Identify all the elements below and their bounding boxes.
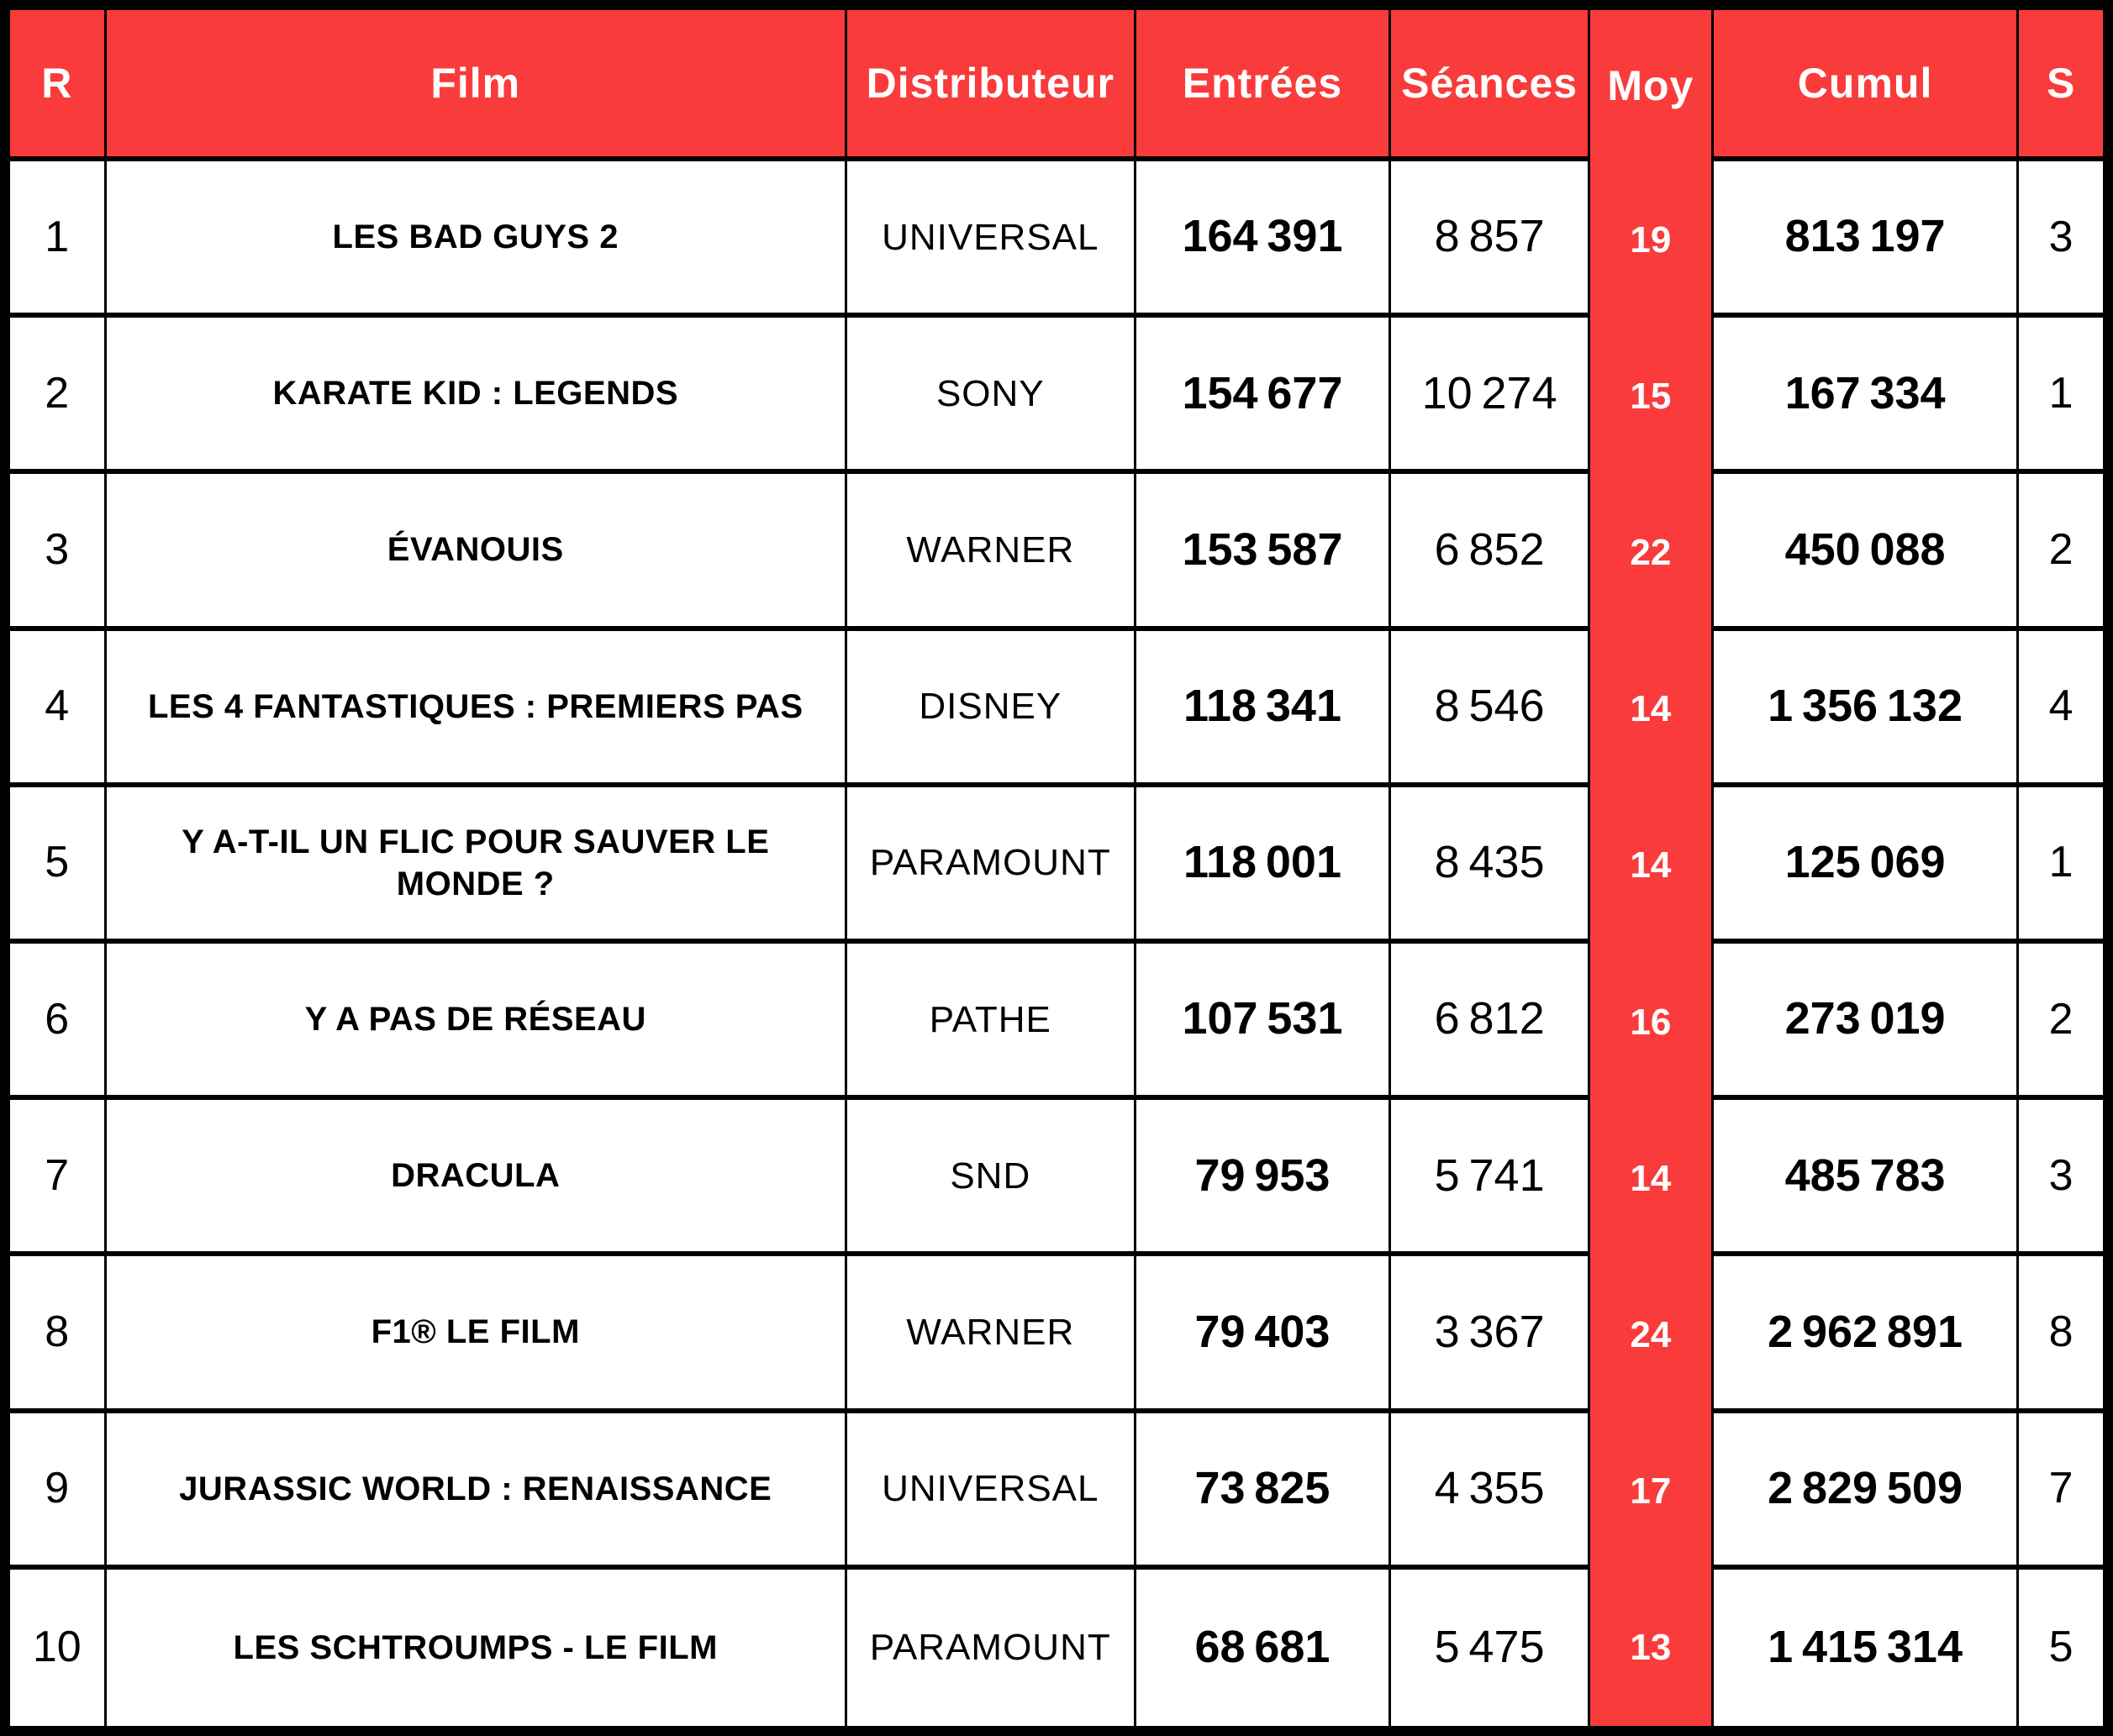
rank-cell: 1 (10, 161, 107, 318)
film-title: Y A-T-IL UN FLIC POUR SAUVER LE MONDE ? (106, 786, 847, 944)
average-value: 19 (1589, 161, 1714, 318)
column-header-distributor: Distributeur (846, 10, 1136, 161)
column-header-cumulative: Cumul (1713, 10, 2020, 161)
table-grid: R Film Distributeur Entrées Séances Moy … (10, 10, 2103, 1726)
screenings-value: 4 355 (1391, 1412, 1590, 1570)
admissions-value: 68 681 (1136, 1569, 1392, 1726)
screenings-value: 8 546 (1391, 630, 1590, 787)
average-value: 14 (1589, 786, 1714, 944)
cumulative-value: 813 197 (1713, 161, 2020, 318)
rank-cell: 4 (10, 630, 107, 787)
cumulative-value: 273 019 (1713, 943, 2020, 1101)
admissions-value: 73 825 (1136, 1412, 1392, 1570)
average-value: 14 (1589, 630, 1714, 787)
film-title: LES 4 FANTASTIQUES : PREMIERS PAS (106, 630, 847, 787)
column-header-weeks: S (2019, 10, 2103, 161)
distributor-cell: DISNEY (846, 630, 1136, 787)
average-value: 17 (1589, 1412, 1714, 1570)
screenings-value: 8 435 (1391, 786, 1590, 944)
column-header-screenings: Séances (1391, 10, 1590, 161)
weeks-value: 2 (2019, 943, 2103, 1101)
admissions-value: 118 341 (1136, 630, 1392, 787)
screenings-value: 8 857 (1391, 161, 1590, 318)
distributor-cell: PARAMOUNT (846, 786, 1136, 944)
weeks-value: 5 (2019, 1569, 2103, 1726)
admissions-value: 118 001 (1136, 786, 1392, 944)
weeks-value: 1 (2019, 786, 2103, 944)
film-title: Y A PAS DE RÉSEAU (106, 943, 847, 1101)
distributor-cell: SND (846, 1100, 1136, 1257)
average-value: 16 (1589, 943, 1714, 1101)
weeks-value: 2 (2019, 474, 2103, 631)
screenings-value: 5 741 (1391, 1100, 1590, 1257)
screenings-value: 3 367 (1391, 1256, 1590, 1413)
distributor-cell: PARAMOUNT (846, 1569, 1136, 1726)
rank-cell: 3 (10, 474, 107, 631)
column-header-admissions: Entrées (1136, 10, 1392, 161)
column-header-film: Film (106, 10, 847, 161)
rank-cell: 5 (10, 786, 107, 944)
average-value: 15 (1589, 318, 1714, 475)
admissions-value: 107 531 (1136, 943, 1392, 1101)
cumulative-value: 2 829 509 (1713, 1412, 2020, 1570)
cumulative-value: 450 088 (1713, 474, 2020, 631)
rank-cell: 6 (10, 943, 107, 1101)
distributor-cell: UNIVERSAL (846, 161, 1136, 318)
weeks-value: 4 (2019, 630, 2103, 787)
screenings-value: 6 812 (1391, 943, 1590, 1101)
admissions-value: 153 587 (1136, 474, 1392, 631)
film-title: KARATE KID : LEGENDS (106, 318, 847, 475)
rank-cell: 9 (10, 1412, 107, 1570)
cumulative-value: 125 069 (1713, 786, 2020, 944)
film-title: DRACULA (106, 1100, 847, 1257)
weeks-value: 7 (2019, 1412, 2103, 1570)
film-title: LES SCHTROUMPS - LE FILM (106, 1569, 847, 1726)
screenings-value: 10 274 (1391, 318, 1590, 475)
film-title: JURASSIC WORLD : RENAISSANCE (106, 1412, 847, 1570)
average-value: 22 (1589, 474, 1714, 631)
admissions-value: 164 391 (1136, 161, 1392, 318)
cumulative-value: 1 415 314 (1713, 1569, 2020, 1726)
cumulative-value: 167 334 (1713, 318, 2020, 475)
average-value: 14 (1589, 1100, 1714, 1257)
distributor-cell: PATHE (846, 943, 1136, 1101)
screenings-value: 6 852 (1391, 474, 1590, 631)
distributor-cell: SONY (846, 318, 1136, 475)
rank-cell: 7 (10, 1100, 107, 1257)
admissions-value: 79 403 (1136, 1256, 1392, 1413)
film-title: F1® LE FILM (106, 1256, 847, 1413)
weeks-value: 1 (2019, 318, 2103, 475)
cumulative-value: 2 962 891 (1713, 1256, 2020, 1413)
weeks-value: 3 (2019, 1100, 2103, 1257)
rank-cell: 8 (10, 1256, 107, 1413)
average-value: 13 (1589, 1569, 1714, 1726)
screenings-value: 5 475 (1391, 1569, 1590, 1726)
film-title: LES BAD GUYS 2 (106, 161, 847, 318)
weeks-value: 8 (2019, 1256, 2103, 1413)
column-header-average: Moy (1589, 10, 1714, 161)
distributor-cell: WARNER (846, 1256, 1136, 1413)
admissions-value: 79 953 (1136, 1100, 1392, 1257)
film-title: ÉVANOUIS (106, 474, 847, 631)
column-header-rank: R (10, 10, 107, 161)
cumulative-value: 485 783 (1713, 1100, 2020, 1257)
distributor-cell: UNIVERSAL (846, 1412, 1136, 1570)
cumulative-value: 1 356 132 (1713, 630, 2020, 787)
admissions-value: 154 677 (1136, 318, 1392, 475)
distributor-cell: WARNER (846, 474, 1136, 631)
average-value: 24 (1589, 1256, 1714, 1413)
rank-cell: 10 (10, 1569, 107, 1726)
rank-cell: 2 (10, 318, 107, 475)
weeks-value: 3 (2019, 161, 2103, 318)
